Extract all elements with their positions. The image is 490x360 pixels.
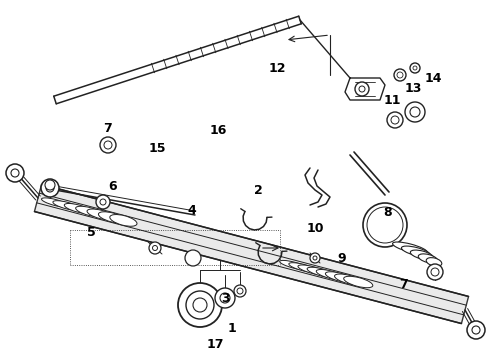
- Circle shape: [387, 112, 403, 128]
- Circle shape: [467, 321, 485, 339]
- Circle shape: [46, 184, 54, 192]
- Circle shape: [472, 326, 480, 334]
- Circle shape: [45, 180, 55, 190]
- Text: 16: 16: [209, 123, 227, 136]
- Ellipse shape: [426, 258, 442, 266]
- Circle shape: [431, 268, 439, 276]
- Circle shape: [11, 169, 19, 177]
- Circle shape: [410, 107, 420, 117]
- Ellipse shape: [410, 250, 434, 260]
- Text: 13: 13: [404, 81, 422, 95]
- Circle shape: [152, 246, 157, 251]
- Circle shape: [178, 283, 222, 327]
- Circle shape: [193, 298, 207, 312]
- Circle shape: [96, 195, 110, 209]
- Circle shape: [100, 199, 106, 205]
- Text: 15: 15: [148, 141, 166, 154]
- Circle shape: [359, 86, 365, 92]
- Ellipse shape: [87, 209, 114, 220]
- Ellipse shape: [298, 265, 327, 275]
- Circle shape: [220, 293, 230, 303]
- Circle shape: [237, 288, 243, 294]
- Ellipse shape: [53, 201, 80, 210]
- Text: 8: 8: [384, 206, 392, 219]
- Ellipse shape: [75, 206, 103, 217]
- Ellipse shape: [280, 260, 309, 270]
- Text: 10: 10: [306, 221, 324, 234]
- Ellipse shape: [401, 246, 431, 257]
- Circle shape: [410, 63, 420, 73]
- Polygon shape: [34, 184, 468, 324]
- Text: 2: 2: [254, 184, 262, 197]
- Ellipse shape: [316, 270, 345, 280]
- Text: 17: 17: [206, 338, 224, 351]
- Text: 12: 12: [268, 62, 286, 75]
- Circle shape: [310, 253, 320, 263]
- Text: 11: 11: [383, 94, 401, 107]
- Text: 4: 4: [188, 203, 196, 216]
- Circle shape: [6, 164, 24, 182]
- Circle shape: [234, 285, 246, 297]
- Ellipse shape: [98, 212, 125, 223]
- Text: 1: 1: [228, 321, 236, 334]
- Ellipse shape: [418, 254, 438, 263]
- Text: 14: 14: [424, 72, 442, 85]
- Text: 7: 7: [399, 279, 407, 292]
- Text: 7: 7: [102, 122, 111, 135]
- Circle shape: [104, 141, 112, 149]
- Circle shape: [41, 179, 59, 197]
- Text: 3: 3: [220, 292, 229, 305]
- Circle shape: [355, 82, 369, 96]
- Text: 9: 9: [338, 252, 346, 266]
- Circle shape: [100, 137, 116, 153]
- Circle shape: [397, 72, 403, 78]
- Circle shape: [186, 291, 214, 319]
- Circle shape: [405, 102, 425, 122]
- Circle shape: [391, 116, 399, 124]
- Circle shape: [215, 288, 235, 308]
- Text: 5: 5: [87, 225, 96, 239]
- Ellipse shape: [42, 198, 69, 207]
- Ellipse shape: [392, 242, 427, 254]
- Ellipse shape: [110, 215, 137, 226]
- Circle shape: [363, 203, 407, 247]
- Ellipse shape: [335, 274, 364, 285]
- Ellipse shape: [289, 263, 318, 273]
- Circle shape: [367, 207, 403, 243]
- Circle shape: [149, 242, 161, 254]
- Circle shape: [413, 66, 417, 70]
- Circle shape: [185, 250, 201, 266]
- Ellipse shape: [325, 272, 354, 283]
- Ellipse shape: [64, 203, 92, 213]
- Circle shape: [313, 256, 317, 260]
- Ellipse shape: [307, 267, 336, 278]
- Circle shape: [394, 69, 406, 81]
- Ellipse shape: [343, 276, 373, 288]
- Circle shape: [427, 264, 443, 280]
- Text: 6: 6: [109, 180, 117, 193]
